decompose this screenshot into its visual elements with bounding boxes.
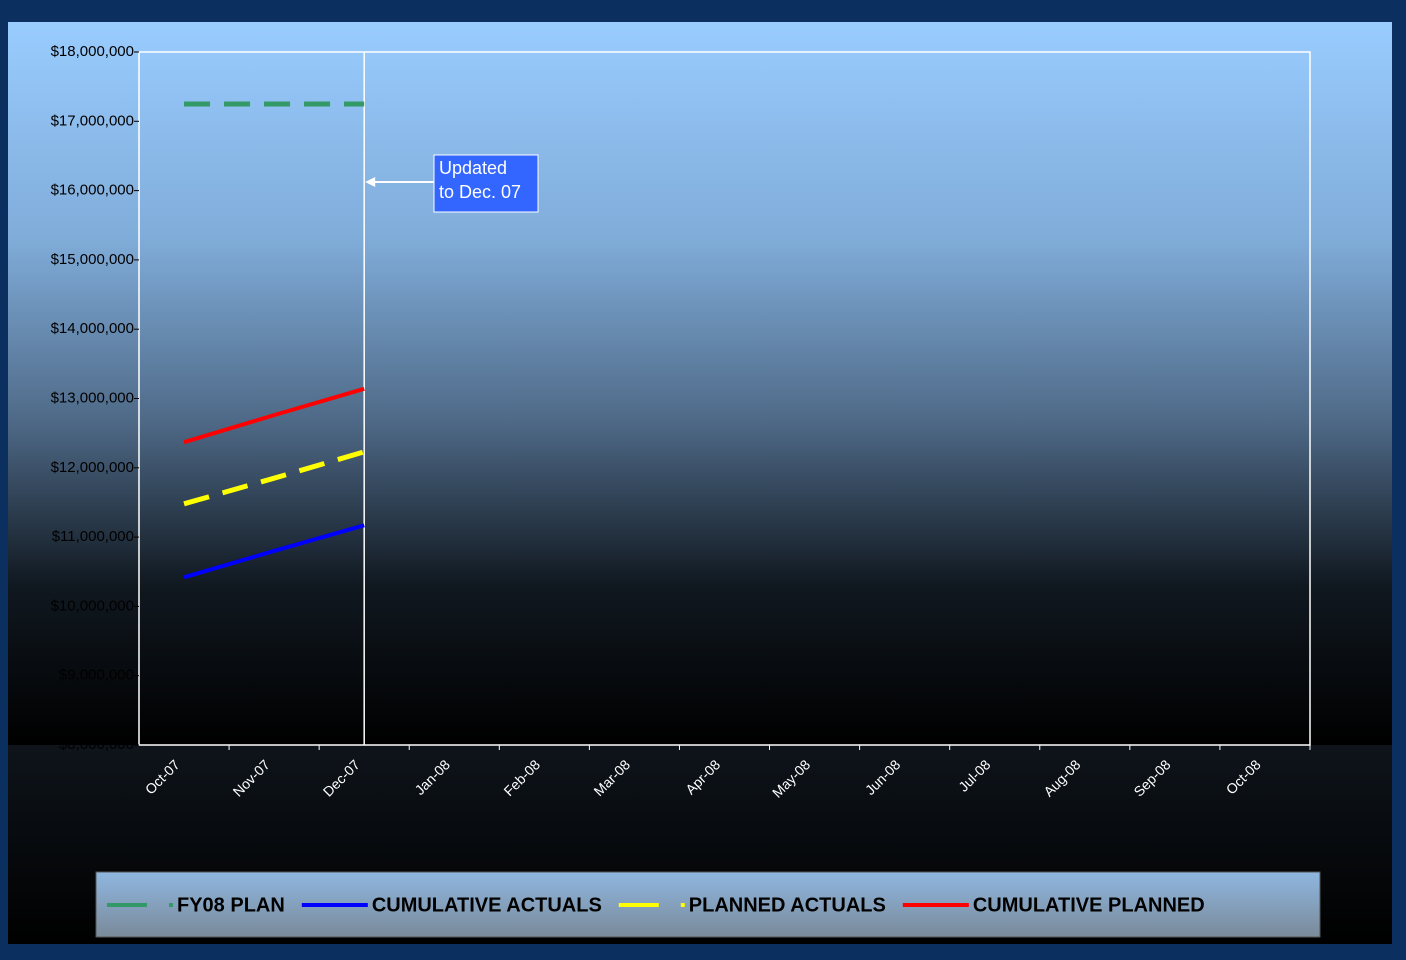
y-tick-label: $12,000,000 (51, 459, 134, 476)
annotation-arrowhead (365, 177, 376, 187)
y-tick-label: $14,000,000 (51, 320, 134, 337)
legend-label: PLANNED ACTUALS (689, 894, 886, 916)
legend-label: CUMULATIVE ACTUALS (372, 894, 602, 916)
y-tick-label: $16,000,000 (51, 182, 134, 199)
y-tick-label: $18,000,000 (51, 43, 134, 60)
y-tick-label: $17,000,000 (51, 112, 134, 129)
annotation-text: Updated (439, 158, 507, 178)
y-tick-label: $11,000,000 (52, 528, 134, 545)
legend (95, 871, 1321, 938)
series-line (183, 449, 365, 507)
annotation-box (433, 154, 539, 213)
legend-label: FY08 PLAN (177, 894, 285, 916)
series-line (183, 386, 365, 445)
panel-top (8, 22, 1392, 745)
y-tick-label: $13,000,000 (51, 389, 134, 406)
y-tick-label: $15,000,000 (51, 251, 134, 268)
y-tick-label: $9,000,000 (59, 667, 134, 684)
annotation-text: to Dec. 07 (439, 182, 521, 202)
legend-label: CUMULATIVE PLANNED (973, 894, 1205, 916)
y-tick-label: $8,000,000 (59, 736, 134, 753)
series-line (183, 523, 365, 580)
y-tick-label: $10,000,000 (51, 597, 134, 614)
